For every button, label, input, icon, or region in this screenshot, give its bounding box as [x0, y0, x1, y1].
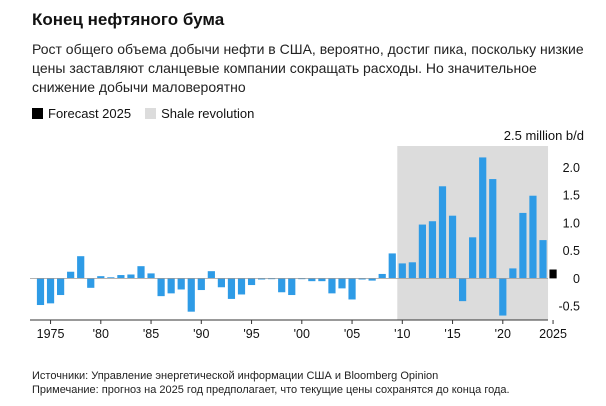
bar-2023 [529, 195, 537, 279]
bar-2015 [448, 215, 457, 279]
bar-2002 [318, 278, 326, 282]
legend-swatch-forecast [32, 108, 43, 119]
bar-1975 [46, 278, 55, 304]
x-tick-label-1985: '85 [143, 327, 159, 341]
x-tick-label-1980: '80 [93, 327, 109, 341]
bar-2001 [308, 278, 316, 282]
bar-1996 [258, 278, 266, 280]
bar-2012 [418, 224, 426, 279]
x-tick-label-2020: '20 [495, 327, 511, 341]
bar-2008 [378, 273, 386, 279]
x-tick-label-2015: '15 [444, 327, 460, 341]
bar-1990 [197, 278, 205, 291]
x-tick-label-2000: '00 [294, 327, 310, 341]
x-tick-label-1990: '90 [193, 327, 209, 341]
bar-1994 [237, 278, 246, 295]
x-tick-label-1995: '95 [243, 327, 259, 341]
bar-2005 [348, 278, 356, 300]
bar-2011 [408, 262, 416, 279]
bar-1977 [67, 271, 75, 279]
x-tick-label-2005: '05 [344, 327, 360, 341]
chart-subtitle: Рост общего объема добычи нефти в США, в… [32, 41, 584, 95]
bar-1987 [167, 278, 175, 294]
bar-2013 [428, 221, 437, 279]
bar-1982 [117, 275, 125, 279]
bar-2016 [459, 278, 467, 302]
bar-1986 [157, 278, 165, 297]
bar-1976 [57, 278, 65, 296]
bar-2014 [438, 186, 447, 279]
bar-1974 [36, 278, 45, 306]
bar-1997 [268, 278, 276, 280]
y-tick-label-neg0_5: -0.5 [558, 300, 580, 314]
bar-1991 [207, 271, 215, 279]
bar-2006 [358, 278, 366, 280]
bar-1989 [187, 278, 195, 312]
bar-1980 [97, 276, 105, 279]
legend-item-shale: Shale revolution [145, 106, 254, 121]
bar-2022 [519, 212, 527, 279]
bar-1985 [147, 273, 155, 279]
chart-title: Конец нефтяного бума [32, 10, 225, 29]
note-line: Примечание: прогноз на 2025 год предпола… [32, 384, 510, 396]
legend-swatch-shale [145, 108, 157, 119]
source-block: Источники: Управление энергетической инф… [32, 369, 510, 397]
bar-2021 [509, 268, 517, 279]
y-tick-label-1_5: 1.5 [563, 189, 580, 203]
y-tick-label-2: 2.0 [563, 161, 580, 175]
unit-label: 2.5 million b/d [503, 128, 584, 143]
y-tick-label-1: 1.0 [563, 216, 580, 230]
bar-forecast-2025 [549, 269, 557, 279]
chart-legend: Forecast 2025 Shale revolution [32, 106, 268, 121]
bar-1984 [137, 266, 145, 279]
x-tick-label-2025: 2025 [539, 327, 567, 341]
bar-2004 [338, 278, 346, 289]
bar-1992 [217, 278, 225, 288]
legend-label-shale: Shale revolution [161, 106, 255, 121]
bar-2003 [328, 278, 336, 294]
bar-2020 [499, 278, 507, 316]
bar-2018 [479, 157, 487, 279]
y-tick-label-0: 0 [573, 272, 580, 286]
bar-1983 [127, 274, 135, 279]
bar-2007 [368, 278, 376, 281]
bar-2017 [469, 237, 477, 279]
bar-1978 [77, 256, 85, 279]
bar-2019 [489, 179, 497, 279]
bar-2010 [398, 263, 406, 279]
bar-1993 [227, 278, 236, 299]
bar-2009 [388, 253, 396, 279]
bar-1995 [247, 278, 256, 286]
bar-1979 [87, 278, 95, 288]
bar-2000 [298, 278, 306, 280]
x-tick-label-2010: '10 [394, 327, 410, 341]
y-tick-label-0_5: 0.5 [563, 244, 580, 258]
legend-label-forecast: Forecast 2025 [48, 106, 132, 121]
bar-1981 [107, 277, 115, 279]
bar-1998 [278, 278, 286, 293]
bar-1988 [177, 278, 185, 290]
bar-chart: 1975 '80 '85 '90 '95 '00 '05 '10 '15 '20 2025 2.0 1… [30, 146, 580, 341]
source-line: Источники: Управление энергетической инф… [32, 370, 439, 382]
bar-2024 [539, 240, 547, 279]
legend-item-forecast: Forecast 2025 [32, 106, 131, 121]
bar-1999 [288, 278, 296, 296]
x-tick-label-1975: 1975 [37, 327, 65, 341]
